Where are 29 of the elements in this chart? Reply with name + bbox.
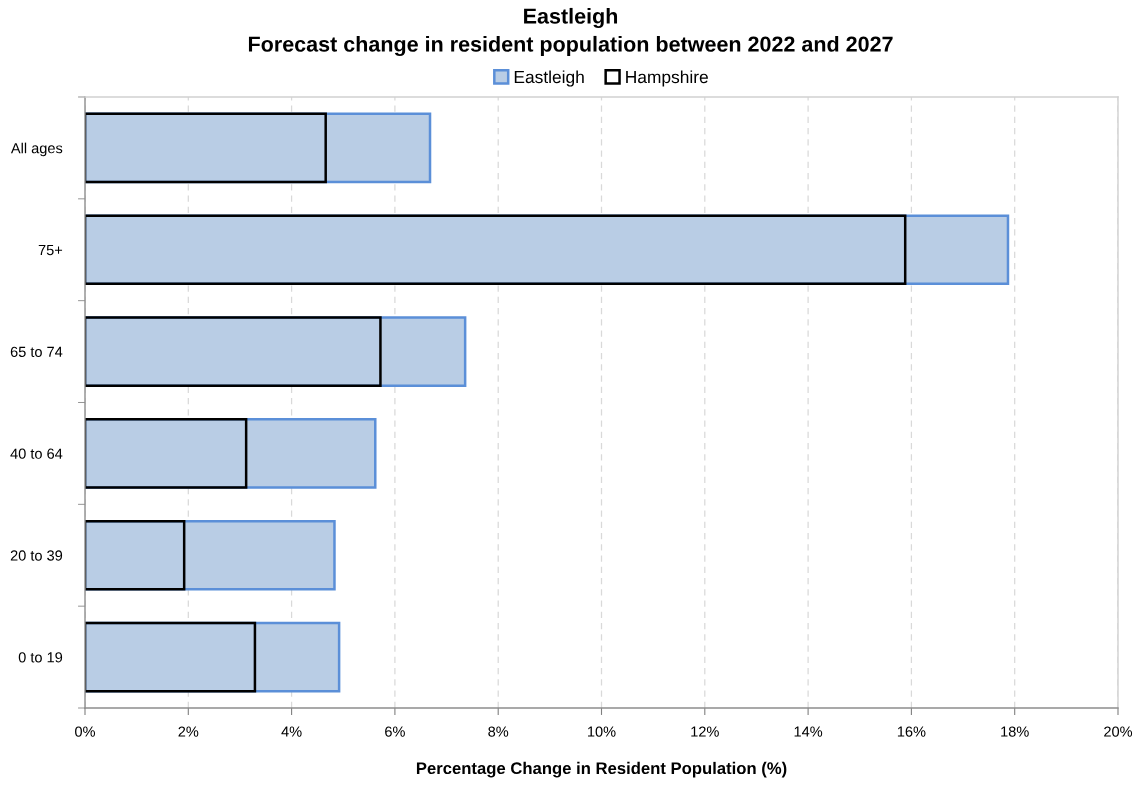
x-tick-label: 14% (794, 726, 823, 737)
x-tick-label: 6% (385, 726, 405, 737)
chart-subtitle: Forecast change in resident population between 2022 and 2027 (248, 35, 893, 57)
bar (85, 112, 432, 184)
x-tick-label: 10% (588, 726, 616, 737)
x-tick-label: 0% (75, 726, 96, 737)
x-tick-label: 18% (1001, 726, 1029, 737)
x-tick-label: 2% (178, 726, 199, 737)
chart-title: Eastleigh (524, 7, 618, 29)
bar (85, 621, 341, 693)
y-tick-label: 0 to 19 (18, 652, 63, 663)
x-tick-label: 20% (1104, 726, 1133, 737)
bar (85, 316, 467, 387)
y-tick-label: 40 to 64 (10, 448, 63, 459)
y-tick-label: All ages (10, 142, 63, 157)
y-tick-label: 65 to 74 (10, 346, 63, 358)
y-tick-label: 75+ (38, 245, 63, 256)
bar (85, 316, 382, 387)
legend-label: Hampshire (626, 70, 708, 87)
y-tick-label: 20 to 39 (10, 550, 63, 561)
bar (85, 418, 377, 489)
x-tick-label: 16% (897, 726, 926, 737)
x-axis-title: Percentage Change in Resident Population (%) (416, 761, 787, 778)
x-tick-label: 8% (488, 726, 509, 737)
x-tick-label: 4% (281, 726, 302, 737)
x-tick-label: 12% (691, 726, 719, 737)
bar (85, 112, 327, 184)
bar (85, 519, 336, 591)
legend-label: Eastleigh (514, 70, 584, 87)
